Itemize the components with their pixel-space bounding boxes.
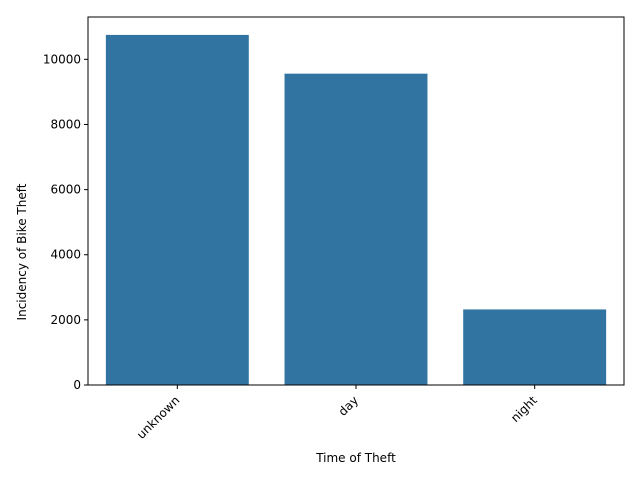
y-axis-label: Incidency of Bike Theft bbox=[15, 183, 29, 320]
y-tick-label-6000: 6000 bbox=[50, 183, 81, 197]
x-tick-label-night: night bbox=[508, 393, 540, 425]
plot-frame bbox=[87, 16, 625, 386]
y-tick-label-8000: 8000 bbox=[50, 117, 81, 131]
bars-layer bbox=[105, 34, 607, 386]
bar-unknown bbox=[105, 34, 249, 386]
x-axis: unknown day night bbox=[134, 385, 540, 442]
x-tick-label-day: day bbox=[336, 393, 362, 419]
y-tick-label-4000: 4000 bbox=[50, 248, 81, 262]
y-tick-label-0: 0 bbox=[73, 378, 81, 392]
y-axis: 0 2000 4000 6000 8000 10000 bbox=[43, 52, 88, 392]
x-axis-label: Time of Theft bbox=[315, 451, 396, 465]
y-tick-label-10000: 10000 bbox=[43, 52, 81, 66]
bar-night bbox=[463, 309, 607, 385]
x-tick-label-unknown: unknown bbox=[134, 393, 182, 441]
bar-day bbox=[284, 73, 428, 385]
axes-frame bbox=[87, 16, 625, 386]
y-tick-label-2000: 2000 bbox=[50, 313, 81, 327]
